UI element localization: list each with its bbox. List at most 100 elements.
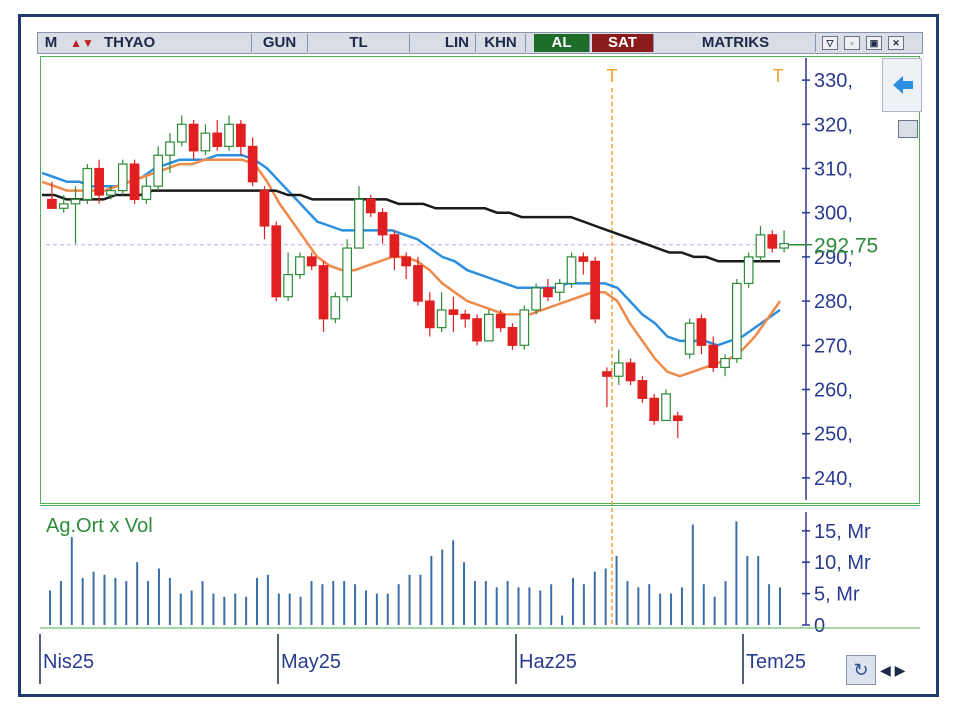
refresh-icon[interactable]: ↻	[846, 655, 876, 685]
candle-body	[70, 198, 81, 205]
candle-body	[342, 247, 352, 298]
scale-button[interactable]: LIN	[410, 34, 476, 52]
ma-fast-line	[41, 158, 782, 378]
price-tick-label: 240,	[814, 468, 853, 490]
price-tick-label: 300,	[814, 203, 853, 225]
marker-label: T	[773, 66, 784, 86]
candle-body	[47, 198, 57, 209]
candle-body	[330, 296, 341, 320]
ma-mid-line	[41, 153, 781, 347]
candle-body	[708, 344, 719, 368]
candle-body	[755, 234, 766, 258]
candle-body	[224, 123, 234, 148]
side-panel-button[interactable]	[882, 58, 922, 112]
symbol-field[interactable]: THYAO	[102, 34, 252, 52]
candle-body	[389, 234, 400, 258]
candle-body	[661, 393, 671, 422]
candle-body	[436, 309, 447, 329]
price-tick-label: 250,	[814, 424, 853, 446]
price-tick-label: 310,	[814, 159, 853, 181]
volume-tick-label: 15, Mr	[814, 521, 871, 543]
currency-button[interactable]: TL	[308, 34, 410, 52]
mode-button[interactable]: M	[44, 34, 58, 51]
candle-body	[401, 256, 412, 267]
volume-tick-label: 5, Mr	[814, 584, 860, 606]
candle-body	[767, 234, 778, 249]
x-tick-label: May25	[281, 651, 341, 673]
chart-type-icon[interactable]: ▲▼	[70, 36, 94, 50]
candle-body	[365, 198, 376, 214]
candle-body	[236, 123, 246, 148]
panel-toggle-icon[interactable]	[898, 120, 918, 138]
close-icon[interactable]: ✕	[888, 36, 904, 50]
scroll-left-icon[interactable]: ◀	[880, 662, 891, 678]
x-tick-label: Tem25	[746, 651, 806, 673]
candle-body	[613, 362, 624, 377]
candle-body	[696, 318, 707, 346]
candle-body	[743, 256, 754, 285]
candle-body	[554, 282, 565, 293]
candle-body	[507, 327, 518, 346]
candle-body	[684, 322, 695, 355]
candle-body	[602, 371, 612, 377]
brand-label: MATRIKS	[656, 34, 816, 52]
candle-body	[424, 300, 435, 329]
chart-toolbar: M ▲▼ THYAO GUN TL LIN KHN AL SAT MATRIKS…	[37, 32, 923, 54]
candle-body	[165, 141, 175, 156]
candle-body	[283, 273, 293, 298]
candle-body	[472, 318, 482, 342]
price-tick-label: 280,	[814, 291, 853, 313]
candle-body	[495, 313, 506, 329]
dropdown-icon[interactable]: ▽	[822, 36, 838, 50]
price-tick-label: 260,	[814, 380, 853, 402]
price-tick-label: 330,	[814, 70, 853, 92]
buy-button[interactable]: AL	[534, 34, 590, 52]
candle-body	[649, 397, 660, 422]
ma-slow-line	[42, 189, 780, 263]
scroll-arrows[interactable]: ◀ ▶	[880, 662, 920, 682]
candle-body	[625, 362, 636, 382]
candle-body	[531, 287, 541, 311]
candle-body	[377, 212, 388, 236]
candle-body	[271, 225, 282, 298]
period-button[interactable]: GUN	[252, 34, 308, 52]
candle-body	[58, 203, 69, 209]
candle-body	[153, 154, 164, 187]
candle-body	[212, 132, 223, 147]
candle-body	[200, 132, 211, 152]
candle-body	[566, 256, 577, 285]
last-price-label: 292,75	[814, 235, 878, 258]
candle-body	[117, 163, 128, 192]
candle-body	[141, 185, 152, 201]
price-tick-label: 270,	[814, 335, 853, 357]
candle-body	[732, 282, 742, 360]
arrow-left-icon	[893, 76, 913, 94]
candle-body	[94, 167, 104, 196]
volume-tick-label: 10, Mr	[814, 552, 871, 574]
candle-body	[720, 357, 730, 368]
scroll-right-icon[interactable]: ▶	[894, 662, 906, 678]
marker-label: T	[607, 66, 618, 86]
price-plot-area[interactable]	[40, 56, 920, 504]
candle-body	[354, 198, 364, 249]
x-tick-label: Haz25	[519, 651, 577, 673]
candle-body	[590, 260, 600, 320]
volume-plot-area[interactable]	[40, 505, 920, 627]
candle-body	[318, 265, 329, 320]
candle-body	[295, 256, 305, 276]
volume-title: Ag.Ort x Vol	[46, 515, 153, 537]
minimize-icon[interactable]: ▫	[844, 36, 860, 50]
sell-button[interactable]: SAT	[592, 34, 654, 52]
candle-body	[259, 190, 270, 227]
maximize-icon[interactable]: ▣	[866, 36, 882, 50]
khn-button[interactable]: KHN	[476, 34, 526, 52]
candle-body	[519, 309, 530, 346]
candle-body	[543, 287, 553, 298]
price-tick-label: 290,	[814, 247, 853, 269]
candle-body	[484, 313, 494, 342]
candle-body	[448, 309, 459, 315]
candle-body	[413, 265, 423, 302]
candle-body	[176, 123, 187, 143]
chart-window	[18, 14, 939, 697]
